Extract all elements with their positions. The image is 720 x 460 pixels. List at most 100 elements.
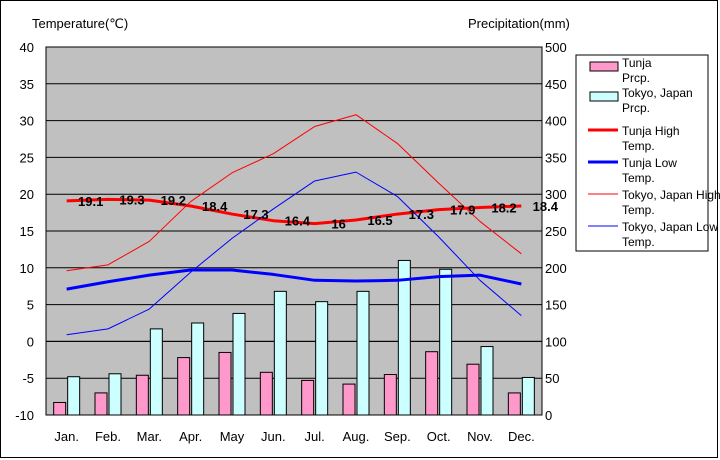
gridlines [46,83,542,379]
tunja-high-line [66,197,522,226]
data-label: 19.3 [119,192,144,207]
y-right-tick-label: 500 [545,40,567,55]
bar-tokyo-prcp [149,328,163,416]
legend-tokyo-low: Tokyo, Japan Low Temp. [588,220,718,249]
tokyo-high-line [66,114,522,272]
y-right-tick-label: 100 [545,334,567,349]
y-left-tick-label: 40 [20,40,34,55]
legend-tunja-high: Tunja High Temp. [588,124,680,153]
y-left-tick-label: -5 [22,371,34,386]
tunja-low-line [66,268,522,291]
x-tick-label: Aug. [343,429,370,444]
y-left-tick-label: 20 [20,187,34,202]
x-tick-label: Feb. [95,429,121,444]
x-tick-label: Oct. [427,429,451,444]
data-label: 19.2 [161,193,186,208]
data-label: 19.1 [78,194,103,209]
data-label: 16.4 [285,214,311,229]
legend-label: Tokyo, Japan High Temp. [622,188,720,217]
y-left-tick-label: 0 [27,334,34,349]
bar-tokyo-prcp [521,376,535,416]
data-label: 17.3 [243,207,268,222]
bar-tokyo-prcp [397,259,411,416]
bar-tunja-prcp [94,392,108,416]
bar-tunja-prcp [53,401,67,416]
legend: Tunja Prcp.Tokyo, Japan Prcp. Tunja High Tem… [575,54,720,252]
legend-swatch [589,61,619,72]
legend-tunja-low: Tunja Low Temp. [588,156,677,185]
bar-tokyo-prcp [480,346,494,416]
bar-tokyo-prcp [439,268,453,416]
y-left-axis-title: Temperature(℃) [32,16,128,31]
y-right-tick-label: 350 [545,150,567,165]
tokyo-low-line [66,171,522,336]
data-label: 16.5 [367,213,392,228]
x-tick-label: Jan. [54,429,79,444]
bar-tokyo-prcp [67,376,81,416]
legend-tokyo-prcp: Tokyo, Japan Prcp. [589,86,693,115]
data-label: 18.4 [202,199,228,214]
y-left-tick-label: -10 [15,408,34,423]
x-tick-label: Jun. [261,429,286,444]
y-right-tick-label: 50 [545,371,559,386]
bar-series-group [53,259,535,416]
data-label: 16 [331,217,345,232]
data-label: 17.9 [450,203,475,218]
data-labels-group: 19.1 19.3 19.2 18.4 17.3 16.4 16 16.5 17.3 17.9 18… [78,192,559,231]
bar-tokyo-prcp [273,290,287,416]
y-left-tick-labels: 40 35 30 25 20 15 10 5 0 -5 -10 [15,40,34,423]
bar-tokyo-prcp [191,322,205,416]
bar-tunja-prcp [177,357,191,416]
y-left-tick-label: 35 [20,77,34,92]
line-series-group [66,114,522,336]
x-tick-labels: Jan. Feb. Mar. Apr. May Jun. Jul. Aug. Sep. Oct. N… [54,429,534,444]
bar-tokyo-prcp [108,373,122,416]
x-tick-label: Nov. [467,429,493,444]
data-label: 17.3 [409,207,434,222]
bar-tunja-prcp [301,379,315,416]
y-right-tick-label: 400 [545,114,567,129]
y-right-tick-label: 450 [545,77,567,92]
legend-label: Tokyo, Japan Low Temp. [622,220,718,249]
y-left-tick-label: 10 [20,261,34,276]
legend-tunja-prcp: Tunja Prcp. [589,56,652,85]
legend-label: Tunja Prcp. [622,56,652,85]
y-right-tick-label: 200 [545,261,567,276]
x-tick-label: Mar. [137,429,162,444]
legend-label: Tokyo, Japan Prcp. [622,86,693,115]
y-right-axis-title: Precipitation(mm) [468,16,570,31]
x-tick-label: Apr. [179,429,202,444]
bar-tunja-prcp [259,371,273,416]
x-tick-label: Jul. [305,429,325,444]
bar-tunja-prcp [342,383,356,416]
legend-swatch [589,91,619,102]
y-right-tick-label: 250 [545,224,567,239]
y-left-tick-label: 5 [27,298,34,313]
bar-tokyo-prcp [232,312,246,416]
legend-label: Tunja High Temp. [622,124,680,153]
y-right-tick-label: 0 [545,408,552,423]
y-left-tick-label: 30 [20,114,34,129]
bar-tunja-prcp [383,374,397,416]
x-tick-label: May [220,429,245,444]
data-label: 18.4 [533,199,559,214]
bar-tokyo-prcp [356,290,370,416]
bar-tunja-prcp [425,351,439,416]
y-right-tick-label: 150 [545,298,567,313]
bar-tunja-prcp [218,351,232,416]
bar-tokyo-prcp [315,301,329,416]
legend-label: Tunja Low Temp. [622,156,677,185]
x-tick-label: Sep. [384,429,411,444]
legend-tokyo-high: Tokyo, Japan High Temp. [588,188,720,217]
y-left-tick-label: 15 [20,224,34,239]
bar-tunja-prcp [466,363,480,416]
bar-tunja-prcp [507,392,521,416]
y-right-tick-label: 300 [545,187,567,202]
legend-box [575,54,709,252]
bar-tunja-prcp [135,374,149,416]
data-label: 18.2 [491,200,516,215]
y-left-tick-label: 25 [20,150,34,165]
